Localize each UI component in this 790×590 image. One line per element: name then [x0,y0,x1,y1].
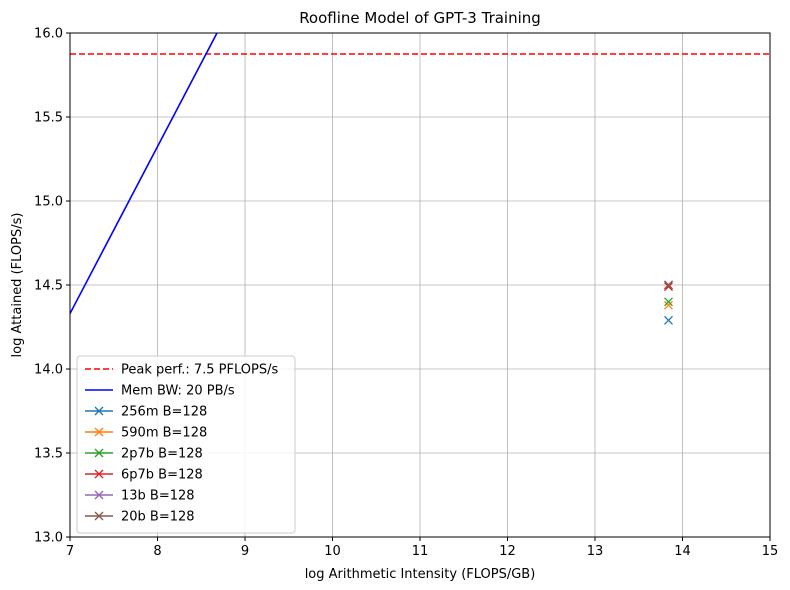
legend-entry: 13b B=128 [85,489,195,504]
data-point [664,300,673,310]
legend-entry: 256m B=128 [85,405,207,420]
data-point [664,315,673,325]
x-tick-label: 8 [153,544,161,559]
legend-marker [94,427,104,437]
data-point [664,297,673,307]
legend-entry: 6p7b B=128 [85,468,203,483]
legend-label: 13b B=128 [121,489,195,504]
y-tick-label: 13.5 [34,447,63,462]
y-axis-ticks: 13.0 13.5 14.0 14.5 15.0 15.5 16.0 [34,27,70,546]
legend-label: 256m B=128 [121,405,207,420]
legend-label: 590m B=128 [121,426,207,441]
legend-marker [94,511,104,521]
x-tick-label: 12 [499,544,516,559]
data-point [664,280,673,290]
data-point [664,282,673,292]
x-tick-label: 13 [587,544,604,559]
legend-entry: Peak perf.: 7.5 PFLOPS/s [85,363,278,378]
legend-label: 2p7b B=128 [121,447,203,462]
legend-marker [94,406,104,416]
x-tick-label: 9 [241,544,249,559]
legend-entry: Mem BW: 20 PB/s [85,384,235,399]
legend-marker [94,490,104,500]
x-tick-label: 11 [412,544,429,559]
y-tick-label: 15.5 [34,111,63,126]
x-tick-label: 7 [66,544,74,559]
y-tick-label: 16.0 [34,27,63,42]
legend: Peak perf.: 7.5 PFLOPS/s Mem BW: 20 PB/s 2… [76,355,296,534]
y-tick-label: 14.0 [34,363,63,378]
legend-label: 20b B=128 [121,510,195,525]
legend-marker [94,469,104,479]
legend-label: Mem BW: 20 PB/s [121,384,235,399]
legend-marker [94,448,104,458]
legend-label: 6p7b B=128 [121,468,203,483]
legend-entry: 590m B=128 [85,426,207,441]
legend-entry: 2p7b B=128 [85,447,203,462]
chart-title: Roofline Model of GPT-3 Training [299,9,541,27]
y-tick-label: 14.5 [34,279,63,294]
y-tick-label: 13.0 [34,531,63,546]
data-points [664,280,673,325]
x-axis-ticks: 7 8 9 10 11 12 13 14 15 [66,537,778,559]
x-tick-label: 14 [674,544,691,559]
y-axis-label: log Attained (FLOPS/s) [10,213,25,358]
memory-bandwidth-line [69,32,218,314]
x-tick-label: 10 [324,544,341,559]
x-axis-label: log Arithmetic Intensity (FLOPS/GB) [305,567,536,582]
x-tick-label: 15 [762,544,779,559]
plot-lines [69,32,770,314]
y-tick-label: 15.0 [34,195,63,210]
legend-entry: 20b B=128 [85,510,195,525]
legend-label: Peak perf.: 7.5 PFLOPS/s [121,363,278,378]
legend-box [76,355,296,534]
